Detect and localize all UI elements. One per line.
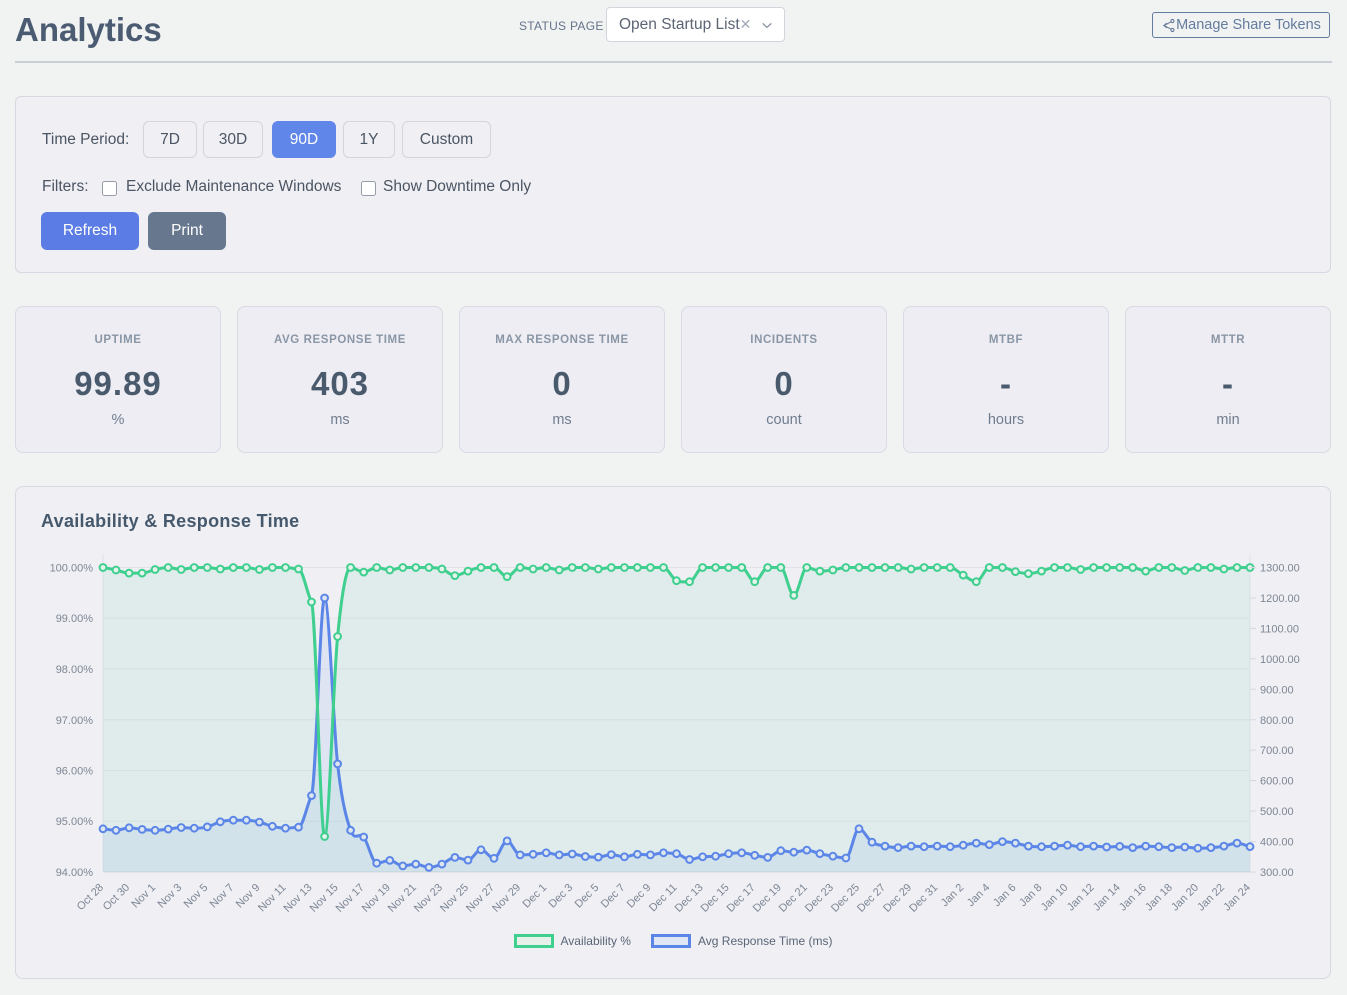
svg-text:Dec 15: Dec 15 (699, 882, 732, 915)
svg-text:95.00%: 95.00% (56, 816, 94, 828)
svg-text:99.00%: 99.00% (56, 613, 94, 625)
svg-text:Dec 17: Dec 17 (725, 882, 758, 915)
svg-text:Dec 31: Dec 31 (907, 882, 940, 915)
svg-text:Jan 16: Jan 16 (1117, 882, 1149, 914)
svg-text:Jan 6: Jan 6 (991, 882, 1019, 910)
svg-text:Oct 30: Oct 30 (101, 882, 132, 913)
svg-text:Dec 21: Dec 21 (777, 882, 810, 915)
svg-text:Nov 5: Nov 5 (182, 882, 211, 911)
svg-text:Nov 27: Nov 27 (464, 882, 497, 915)
svg-text:Dec 7: Dec 7 (599, 882, 628, 911)
svg-text:500.00: 500.00 (1260, 806, 1294, 818)
svg-text:Nov 13: Nov 13 (281, 882, 314, 915)
svg-text:1000.00: 1000.00 (1260, 654, 1300, 666)
svg-text:Nov 23: Nov 23 (412, 882, 445, 915)
svg-text:Dec 29: Dec 29 (881, 882, 914, 915)
svg-text:97.00%: 97.00% (56, 715, 94, 727)
svg-text:Nov 7: Nov 7 (208, 882, 237, 911)
svg-text:600.00: 600.00 (1260, 776, 1294, 788)
svg-text:Dec 27: Dec 27 (855, 882, 888, 915)
svg-text:Jan 10: Jan 10 (1039, 882, 1071, 914)
svg-text:1300.00: 1300.00 (1260, 563, 1300, 575)
svg-text:Dec 23: Dec 23 (803, 882, 836, 915)
svg-text:1200.00: 1200.00 (1260, 593, 1300, 605)
svg-text:Nov 29: Nov 29 (490, 882, 523, 915)
svg-text:Dec 3: Dec 3 (547, 882, 576, 911)
svg-text:Jan 4: Jan 4 (965, 882, 993, 910)
svg-text:300.00: 300.00 (1260, 867, 1294, 879)
svg-text:96.00%: 96.00% (56, 766, 94, 778)
svg-text:700.00: 700.00 (1260, 745, 1294, 757)
svg-text:Oct 28: Oct 28 (75, 882, 106, 913)
svg-text:Nov 1: Nov 1 (129, 882, 158, 911)
svg-text:900.00: 900.00 (1260, 684, 1294, 696)
svg-text:98.00%: 98.00% (56, 664, 94, 676)
svg-text:Jan 20: Jan 20 (1169, 882, 1201, 914)
svg-text:100.00%: 100.00% (50, 563, 94, 575)
svg-text:Jan 2: Jan 2 (939, 882, 967, 910)
svg-text:94.00%: 94.00% (56, 867, 94, 879)
svg-text:Jan 12: Jan 12 (1065, 882, 1097, 914)
svg-text:Jan 14: Jan 14 (1091, 882, 1123, 914)
svg-text:Nov 3: Nov 3 (156, 882, 185, 911)
svg-text:400.00: 400.00 (1260, 837, 1294, 849)
svg-text:Nov 15: Nov 15 (308, 882, 341, 915)
svg-text:Dec 5: Dec 5 (573, 882, 602, 911)
svg-text:Jan 24: Jan 24 (1221, 882, 1253, 914)
svg-text:Jan 18: Jan 18 (1143, 882, 1175, 914)
svg-text:Dec 1: Dec 1 (521, 882, 550, 911)
svg-text:Nov 17: Nov 17 (334, 882, 367, 915)
svg-text:800.00: 800.00 (1260, 715, 1294, 727)
svg-text:Jan 22: Jan 22 (1195, 882, 1227, 914)
svg-text:Nov 21: Nov 21 (386, 882, 419, 915)
svg-text:1100.00: 1100.00 (1260, 623, 1299, 635)
